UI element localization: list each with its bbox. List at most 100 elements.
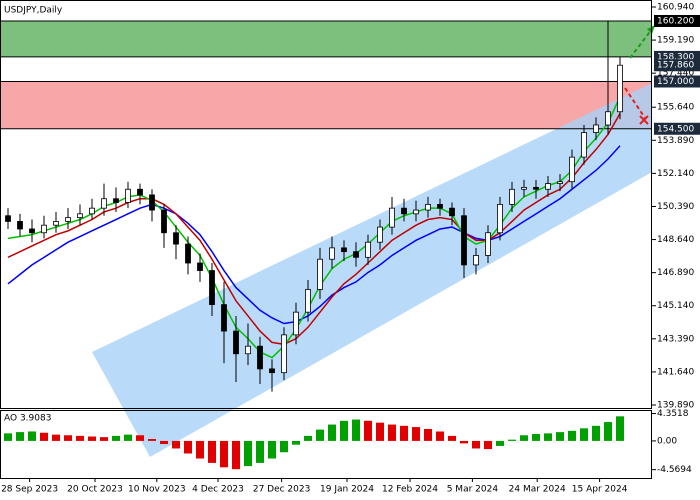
candle-body	[617, 64, 623, 113]
ao-bar	[220, 440, 228, 468]
ao-bar	[616, 416, 624, 441]
y-tick-label: 157.440	[657, 69, 694, 79]
candle-body	[293, 311, 299, 336]
candle-body	[29, 228, 35, 234]
x-tick-label: 12 Feb 2024	[382, 485, 438, 495]
y-tick-label: 145.140	[657, 301, 694, 311]
candle-body	[101, 198, 107, 209]
level-label: 154.500	[657, 124, 694, 134]
ao-bar	[448, 435, 456, 441]
candle-body	[5, 215, 11, 222]
ao-bar	[256, 440, 264, 463]
ao-bar	[184, 440, 192, 454]
ao-bar	[88, 436, 96, 441]
candle-body	[89, 207, 95, 215]
ao-y-tick-label: 0.00	[657, 436, 677, 446]
ao-bar	[52, 434, 60, 441]
candle-body	[149, 194, 155, 211]
ao-bar	[124, 434, 132, 441]
y-tick-label: 153.890	[657, 136, 694, 146]
ao-bar	[40, 432, 48, 441]
candle-body	[77, 213, 83, 219]
indicator-title: AO 3.9083	[4, 414, 51, 424]
candle-body	[281, 334, 287, 374]
ao-bar	[100, 437, 108, 441]
moving-average	[7, 96, 621, 359]
ao-bar	[364, 420, 372, 441]
x-tick-label: 15 Apr 2024	[572, 485, 628, 495]
candle-body	[65, 217, 71, 222]
ao-y-tick-label: 4.3518	[657, 409, 689, 419]
level-label-box	[654, 122, 700, 135]
x-tick-label: 5 Mar 2024	[447, 485, 499, 495]
ao-bar	[4, 433, 12, 441]
x-tick-label: 28 Sep 2023	[1, 485, 58, 495]
x-tick-label: 24 Mar 2024	[509, 485, 566, 495]
candle-body	[221, 304, 227, 332]
candle-body	[377, 226, 383, 243]
level-label: 157.860	[657, 61, 694, 71]
candle-body	[317, 258, 323, 290]
candle-body	[485, 232, 491, 256]
candle-body	[41, 224, 47, 234]
candle-body	[137, 188, 143, 196]
ao-bar	[316, 429, 324, 441]
candle-body	[401, 207, 407, 215]
level-label-box	[654, 14, 700, 27]
candle-body	[53, 221, 59, 226]
x-tick-label: 4 Dec 2023	[192, 485, 244, 495]
ao-bar	[148, 439, 156, 441]
candle-body	[125, 188, 131, 203]
candle-body	[461, 215, 467, 266]
candle-body	[233, 330, 239, 355]
ao-bar	[460, 440, 468, 444]
candle-body	[305, 289, 311, 313]
candle-body	[17, 221, 23, 230]
candle-body	[533, 186, 539, 190]
ao-bar	[532, 434, 540, 441]
ao-bar	[388, 424, 396, 441]
x-tick-label: 10 Nov 2023	[128, 485, 186, 495]
candle-body	[389, 207, 395, 228]
y-tick-label: 143.390	[657, 334, 694, 344]
ao-y-tick-label: -4.5694	[657, 465, 692, 475]
candle-body	[557, 181, 563, 184]
ao-bar	[568, 430, 576, 441]
down-arrow-mark	[639, 115, 649, 125]
candle-body	[161, 209, 167, 234]
candle-body	[185, 243, 191, 264]
candle-body	[413, 209, 419, 215]
ao-bar	[136, 435, 144, 441]
ao-bar	[232, 440, 240, 470]
ao-bar	[112, 435, 120, 441]
level-label-box	[654, 59, 700, 72]
y-tick-label: 159.190	[657, 36, 694, 46]
ao-bar	[556, 432, 564, 441]
ao-bar	[76, 435, 84, 441]
y-tick-label: 139.890	[657, 401, 694, 411]
ao-bar	[244, 440, 252, 467]
candle-body	[437, 203, 443, 209]
ao-bar	[196, 440, 204, 459]
ao-bar	[580, 428, 588, 441]
x-tick-label: 27 Dec 2023	[253, 485, 311, 495]
candle-body	[113, 198, 119, 203]
ao-bar	[304, 435, 312, 441]
ao-bar	[352, 419, 360, 441]
ao-bar	[160, 440, 168, 445]
y-tick-label: 150.390	[657, 202, 694, 212]
ao-bar	[520, 435, 528, 441]
candle-body	[497, 203, 503, 234]
level-label-box	[654, 75, 700, 88]
candle-body	[269, 368, 275, 374]
ao-bar	[544, 433, 552, 441]
candle-body	[545, 183, 551, 190]
ao-bar	[328, 424, 336, 441]
y-tick-label: 148.640	[657, 235, 694, 245]
moving-average	[7, 113, 621, 346]
ao-bar	[592, 425, 600, 441]
x-tick-label: 19 Jan 2024	[320, 485, 374, 495]
ao-bar	[496, 440, 504, 446]
level-label: 158.300	[657, 52, 694, 62]
